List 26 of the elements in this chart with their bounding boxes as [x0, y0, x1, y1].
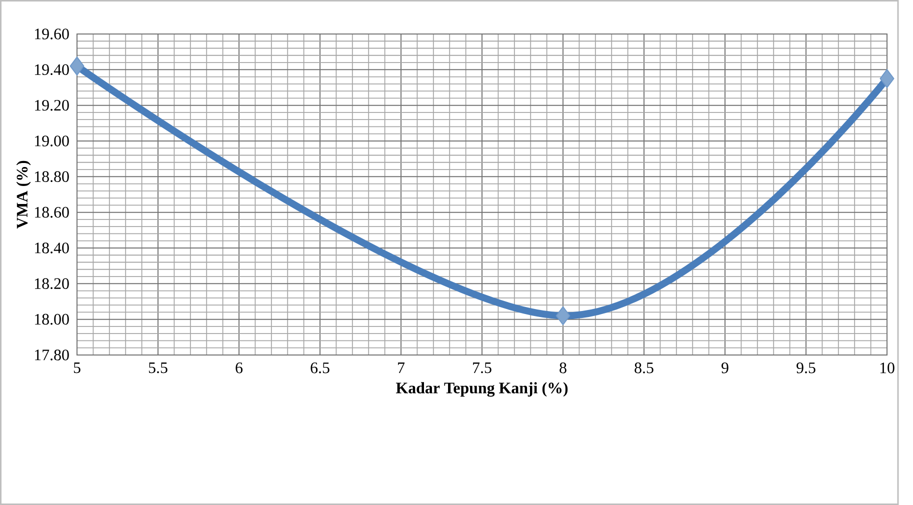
- y-tick-label: 18.40: [35, 242, 69, 254]
- y-tick-label: 19.40: [35, 64, 69, 76]
- x-tick-label: 5: [74, 362, 80, 374]
- x-tick-label: 5.5: [148, 362, 168, 374]
- y-tick-label: 19.20: [35, 100, 69, 111]
- point: [556, 306, 570, 326]
- x-tick-label: 10: [880, 362, 894, 374]
- point: [70, 56, 84, 76]
- x-tick-label: 9: [722, 362, 728, 374]
- point: [880, 69, 894, 88]
- x-tick-label: 7: [398, 362, 405, 373]
- y-tick-label: 18.80: [35, 171, 69, 182]
- x-axis-title: Kadar Tepung Kanji (%): [396, 382, 568, 397]
- x-tick-label: 8.5: [634, 362, 654, 374]
- y-tick-label: 18.00: [35, 314, 69, 325]
- x-tick-label: 9.5: [796, 362, 816, 374]
- x-tick-label: 6: [236, 362, 243, 374]
- x-tick-label: 8: [560, 362, 566, 374]
- y-tick-label: 19.60: [35, 28, 69, 40]
- x-tick-label: 7.5: [473, 362, 492, 374]
- y-tick-label: 17.80: [35, 350, 69, 360]
- y-tick-label: 19.00: [35, 136, 69, 146]
- y-tick-label: 18.20: [35, 278, 69, 290]
- y-tick-label: 18.60: [35, 206, 69, 218]
- x-tick-label: 6.5: [310, 362, 330, 374]
- y-axis-title: VMA (%): [16, 160, 31, 229]
